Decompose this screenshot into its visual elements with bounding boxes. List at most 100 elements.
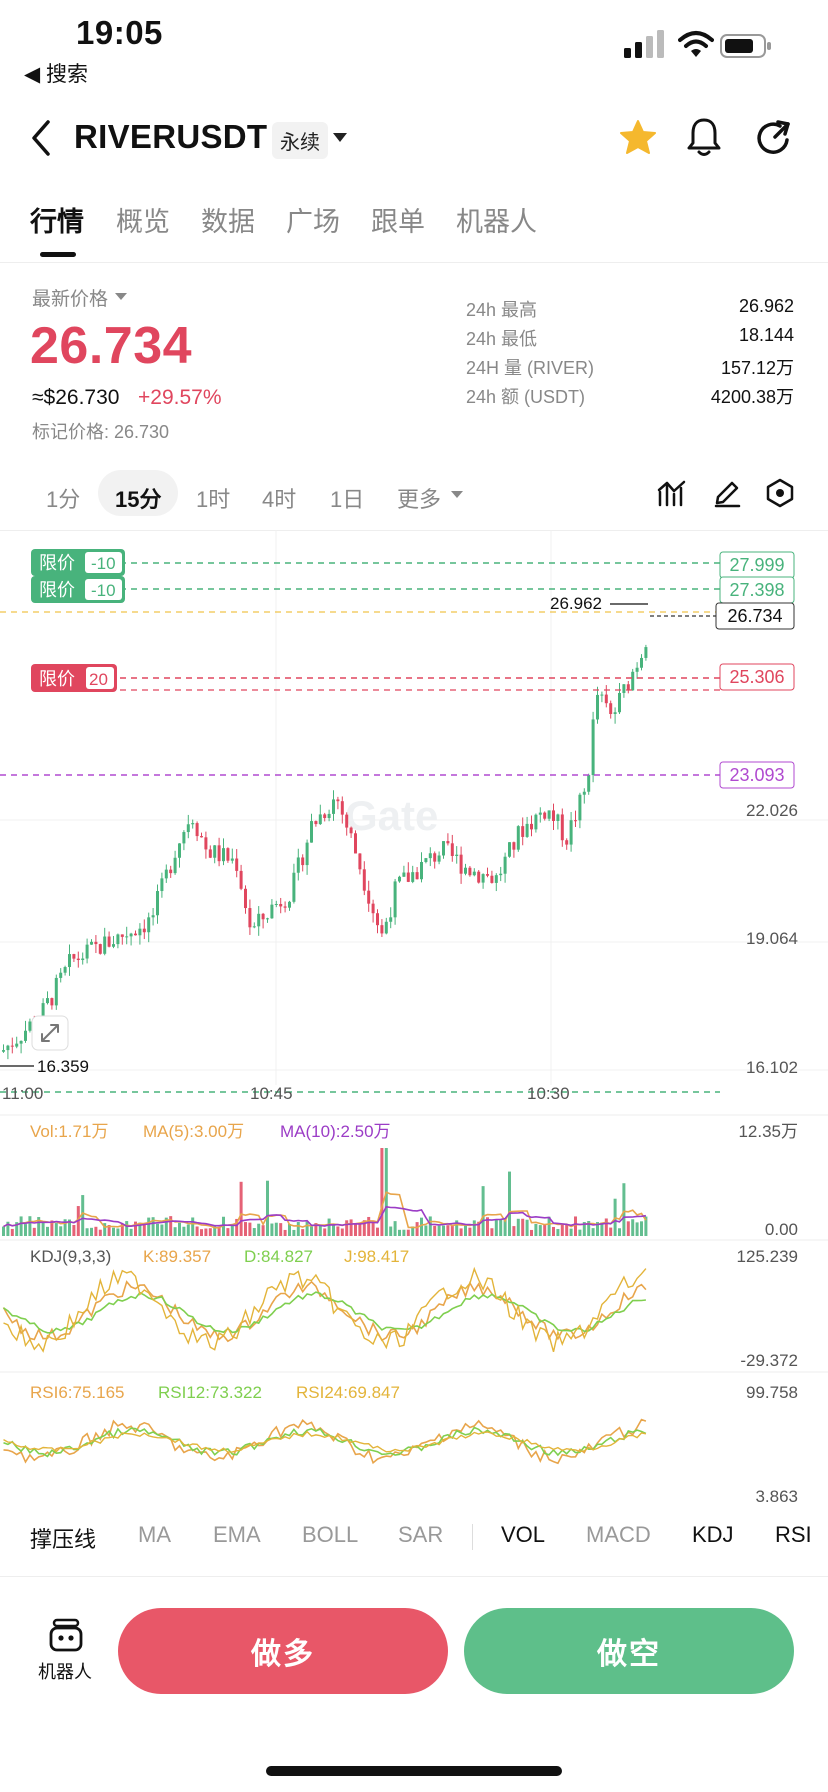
candle-body: [618, 692, 621, 713]
svg-text:-10: -10: [91, 581, 116, 600]
order-tag-1[interactable]: 限价 -10: [31, 549, 125, 576]
tab-data[interactable]: 数据: [201, 207, 255, 237]
volume-bar: [472, 1220, 476, 1236]
candle-body: [323, 814, 327, 819]
tab-market[interactable]: 行情: [30, 207, 84, 237]
indicator-macd[interactable]: MACD: [586, 1522, 651, 1547]
rsi12-value: RSI12:73.322: [158, 1383, 262, 1402]
volume-bar: [327, 1218, 331, 1236]
candle-body: [389, 917, 393, 922]
last-price-label[interactable]: 最新价格: [32, 289, 109, 310]
volume-bar: [503, 1219, 507, 1236]
pair-dropdown-caret-icon[interactable]: [333, 133, 347, 142]
volume-bar: [292, 1229, 296, 1236]
volume-bar: [323, 1228, 327, 1236]
long-button[interactable]: 做多: [118, 1608, 448, 1694]
volume-bar: [420, 1217, 423, 1236]
back-arrow-icon[interactable]: [28, 118, 56, 158]
volume-bar: [371, 1220, 375, 1236]
volume-bar: [516, 1218, 520, 1236]
tab-bots[interactable]: 机器人: [456, 207, 537, 237]
draw-pencil-icon[interactable]: [712, 478, 742, 508]
volume-bar: [208, 1228, 212, 1236]
indicator-ma[interactable]: MA: [138, 1522, 171, 1547]
indicator-divider: [472, 1524, 473, 1550]
candle-body: [384, 921, 388, 934]
share-icon[interactable]: [754, 118, 794, 158]
candle-body: [596, 694, 599, 720]
indicator-chart-icon[interactable]: [657, 478, 687, 508]
robot-label[interactable]: 机器人: [38, 1662, 92, 1682]
interval-1m[interactable]: 1分: [46, 487, 81, 512]
candle-body: [81, 958, 85, 961]
tab-overview[interactable]: 概览: [116, 207, 170, 237]
interval-15m[interactable]: 15分: [115, 487, 162, 512]
volume-bar: [362, 1220, 366, 1236]
volume-bar: [59, 1226, 63, 1236]
chart-settings-hexagon-icon[interactable]: [765, 478, 795, 508]
indicator-support-resistance[interactable]: 撑压线: [30, 1527, 97, 1552]
volume-bar: [125, 1221, 129, 1236]
volume-bar: [195, 1226, 199, 1236]
gate-watermark: Gate: [345, 792, 438, 839]
candle-body: [349, 827, 353, 834]
trading-pair-title[interactable]: RIVERUSDT: [74, 118, 268, 155]
indicator-sar[interactable]: SAR: [398, 1522, 444, 1547]
tab-copy-trading[interactable]: 跟单: [371, 207, 425, 237]
volume-bar: [622, 1183, 626, 1236]
candle-body: [195, 823, 199, 837]
vol-max: 12.35万: [738, 1122, 798, 1141]
more-intervals-caret-icon[interactable]: [451, 491, 463, 498]
volume-bar: [587, 1221, 591, 1236]
mark-price: 标记价格: 26.730: [32, 422, 170, 442]
price-alert-bell-icon[interactable]: [686, 116, 722, 158]
stat-label-turnover: 24h 额 (USDT): [466, 387, 586, 407]
candle-body: [626, 684, 630, 691]
interval-1h[interactable]: 1时: [196, 487, 231, 512]
volume-bar: [6, 1221, 10, 1236]
indicator-kdj[interactable]: KDJ: [692, 1522, 734, 1547]
indicator-rsi[interactable]: RSI: [775, 1522, 812, 1547]
volume-bar: [217, 1226, 221, 1236]
price-type-caret-icon[interactable]: [115, 293, 127, 300]
candle-body: [415, 872, 419, 880]
volume-bar: [547, 1216, 551, 1236]
volume-bar: [173, 1227, 177, 1236]
volume-bar: [582, 1222, 586, 1236]
candle-body: [24, 1030, 27, 1041]
back-to-search-link[interactable]: ◀ 搜索: [24, 63, 88, 86]
short-button[interactable]: 做空: [464, 1608, 794, 1694]
volume-bar: [411, 1226, 415, 1236]
divider: [0, 262, 828, 263]
volume-bar: [560, 1223, 564, 1236]
volume-bar: [336, 1226, 340, 1236]
candlestick-chart[interactable]: Gate 限价 -10 限价 -10 限价 20 27.999: [0, 530, 828, 1520]
contract-type-badge[interactable]: 永续: [272, 122, 328, 159]
volume-bar: [367, 1216, 371, 1236]
svg-text:限价: 限价: [39, 580, 75, 600]
indicator-vol[interactable]: VOL: [501, 1522, 546, 1547]
volume-bar: [525, 1219, 529, 1236]
tab-square[interactable]: 广场: [286, 207, 340, 237]
robot-icon[interactable]: [48, 1618, 84, 1654]
volume-bar: [235, 1218, 239, 1236]
volume-bar: [314, 1223, 318, 1236]
fullscreen-expand-icon[interactable]: [31, 1015, 69, 1051]
volume-bar: [428, 1216, 432, 1236]
volume-bar: [10, 1228, 14, 1236]
candle-body: [296, 857, 300, 873]
volume-bar: [354, 1223, 357, 1236]
rsi-min: 3.863: [755, 1487, 798, 1506]
favorite-star-icon[interactable]: [618, 118, 658, 158]
candle-body: [609, 703, 613, 715]
volume-bar: [310, 1226, 313, 1236]
order-tag-2[interactable]: 限价 -10: [31, 576, 125, 603]
interval-4h[interactable]: 4时: [262, 487, 297, 512]
indicator-ema[interactable]: EMA: [213, 1522, 261, 1547]
svg-text:25.306: 25.306: [729, 667, 784, 687]
order-tag-3[interactable]: 限价 20: [31, 664, 117, 692]
candle-body: [63, 967, 67, 973]
interval-1d[interactable]: 1日: [330, 487, 365, 512]
indicator-boll[interactable]: BOLL: [302, 1522, 359, 1547]
interval-more[interactable]: 更多: [397, 487, 442, 512]
